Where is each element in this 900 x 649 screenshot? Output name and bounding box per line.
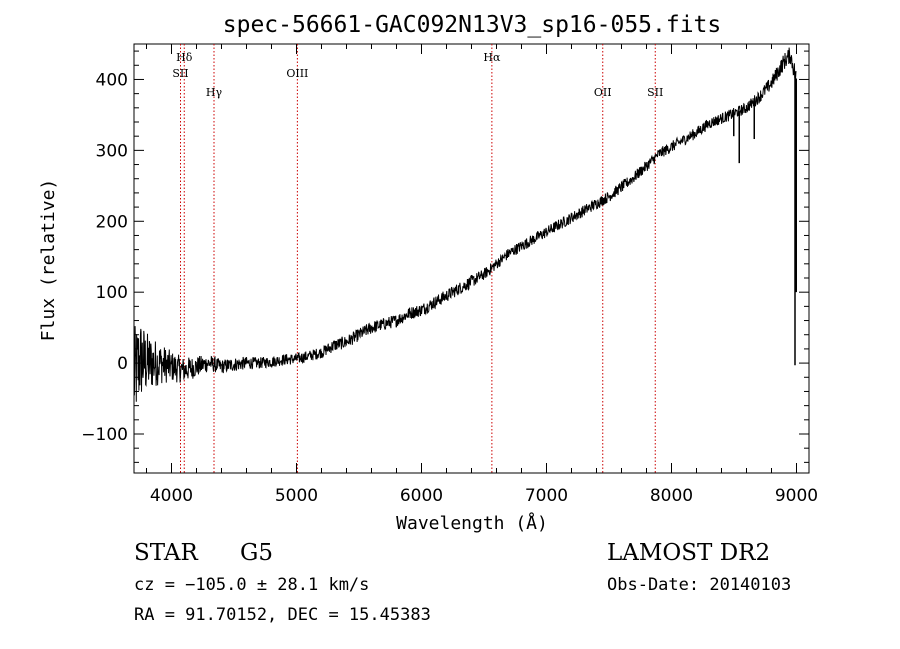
x-axis-label: Wavelength (Å): [396, 512, 548, 534]
x-tick-label: 9000: [775, 486, 818, 506]
spectrum-line: [133, 47, 797, 402]
chart-title: spec-56661-GAC092N13V3_sp16-055.fits: [223, 12, 722, 38]
x-tick-label: 5000: [275, 486, 318, 506]
spectrum-series: [133, 47, 797, 402]
coordinates-text: RA = 91.70152, DEC = 15.45383: [134, 605, 431, 625]
spectral-line-markers: [180, 44, 656, 473]
spectral-line-label: OII: [594, 86, 612, 99]
x-tick-label: 8000: [650, 486, 693, 506]
y-axis-ticks: −100 0 100 200 300 400: [81, 50, 809, 463]
y-axis-label: Flux (relative): [38, 179, 59, 342]
plot-frame: [133, 43, 810, 474]
x-tick-label: 4000: [150, 486, 193, 506]
spectral-line-label: Hγ: [206, 86, 223, 99]
object-class: STAR: [134, 540, 198, 566]
plot-border: [133, 43, 810, 474]
y-tick-label: 300: [96, 141, 128, 161]
spectral-line-label: Hα: [483, 51, 501, 64]
spectral-line-label: Hδ: [176, 51, 193, 64]
spectral-line-label: OIII: [286, 67, 308, 80]
survey-name: LAMOST DR2: [607, 540, 770, 566]
x-axis-ticks: 4000 5000 6000 7000 8000 9000: [146, 44, 818, 506]
x-tick-label: 6000: [400, 486, 443, 506]
spectral-line-label: SII: [647, 86, 663, 99]
y-tick-label: 200: [96, 212, 128, 232]
y-tick-label: 100: [96, 283, 128, 303]
y-tick-label: −100: [81, 425, 128, 445]
spectral-line-labels: Hδ SII Hγ OIII Hα OII SII: [172, 51, 663, 99]
object-subclass: G5: [240, 540, 273, 566]
redshift-text: cz = −105.0 ± 28.1 km/s: [134, 575, 369, 595]
obs-date-text: Obs-Date: 20140103: [607, 575, 791, 595]
y-tick-label: 400: [96, 70, 128, 90]
spectral-line-label: SII: [172, 67, 188, 80]
y-tick-label: 0: [117, 354, 128, 374]
x-tick-label: 7000: [525, 486, 568, 506]
